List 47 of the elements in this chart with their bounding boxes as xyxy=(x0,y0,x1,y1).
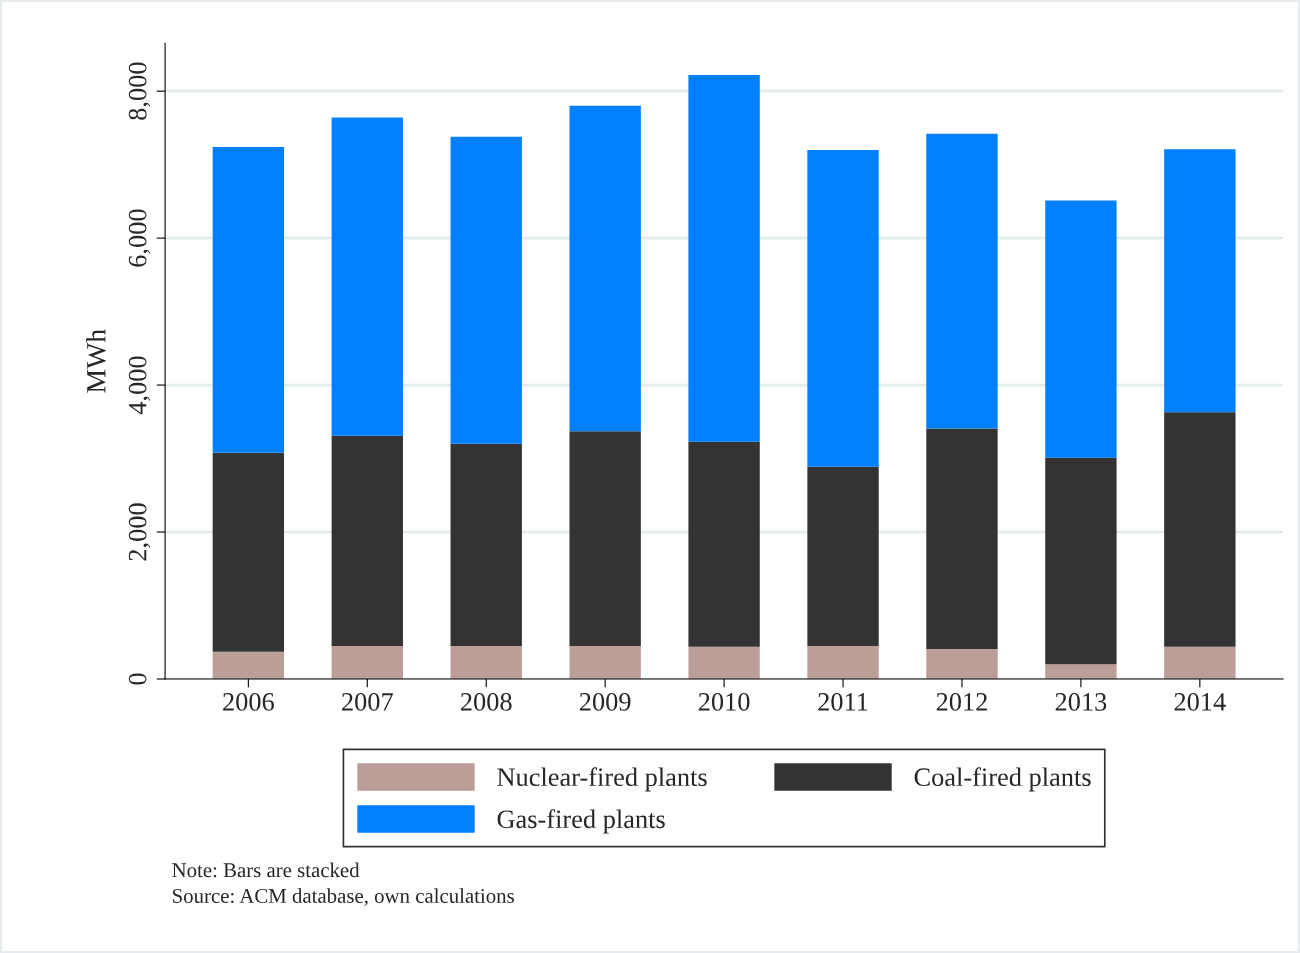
bar xyxy=(807,149,879,467)
bar xyxy=(569,431,641,646)
x-tick-label: 2007 xyxy=(342,692,393,711)
bar xyxy=(926,428,998,649)
x-tick-label: 2006 xyxy=(223,692,274,711)
x-tick-label: 2009 xyxy=(579,692,631,711)
bar xyxy=(1164,412,1236,647)
bar xyxy=(688,441,760,647)
bar xyxy=(807,466,879,646)
source-note: Source: ACM database, own calculations xyxy=(172,888,514,906)
y-tick-label: 6,000 xyxy=(128,209,151,267)
bar xyxy=(688,74,760,442)
bar xyxy=(450,136,522,444)
y-tick-label: 4,000 xyxy=(128,356,151,415)
bar xyxy=(450,443,522,646)
bar xyxy=(450,645,522,680)
y-tick-label: 0 xyxy=(128,673,147,685)
bar xyxy=(331,645,403,680)
x-tick-label: 2012 xyxy=(936,692,987,711)
bar xyxy=(1045,664,1117,680)
x-tick-label: 2010 xyxy=(698,692,750,711)
bar xyxy=(212,452,285,652)
text: Note: Bars are stacked xyxy=(172,862,360,878)
bar xyxy=(926,648,998,680)
bar xyxy=(1045,200,1117,458)
legend-label: Gas-fired plants xyxy=(497,809,665,834)
bar xyxy=(212,146,285,453)
y-tick-label: 2,000 xyxy=(128,503,151,561)
bar xyxy=(331,435,403,646)
legend-label: Coal-fired plants xyxy=(914,767,1091,792)
x-tick-label: 2008 xyxy=(461,692,512,711)
bar xyxy=(807,645,879,680)
bar xyxy=(569,645,641,680)
bar xyxy=(1045,457,1117,665)
bar xyxy=(1164,646,1236,680)
bar xyxy=(569,105,641,432)
x-tick-label: 2011 xyxy=(818,692,868,711)
bar xyxy=(331,117,403,436)
y-axis-title: MWh xyxy=(86,329,106,393)
bar xyxy=(688,646,760,680)
x-tick-label: 2013 xyxy=(1055,692,1107,711)
x-tick-label: 2014 xyxy=(1174,692,1226,711)
bar xyxy=(926,133,998,429)
legend-label: Nuclear-fired plants xyxy=(497,767,707,792)
bar xyxy=(1164,149,1236,413)
y-tick-label: 8,000 xyxy=(128,62,151,120)
bar xyxy=(212,651,285,680)
